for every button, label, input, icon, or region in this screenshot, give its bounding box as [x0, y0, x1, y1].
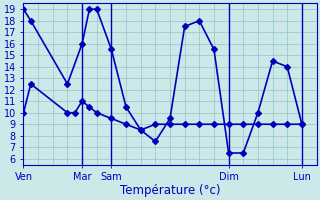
- X-axis label: Température (°c): Température (°c): [120, 184, 220, 197]
